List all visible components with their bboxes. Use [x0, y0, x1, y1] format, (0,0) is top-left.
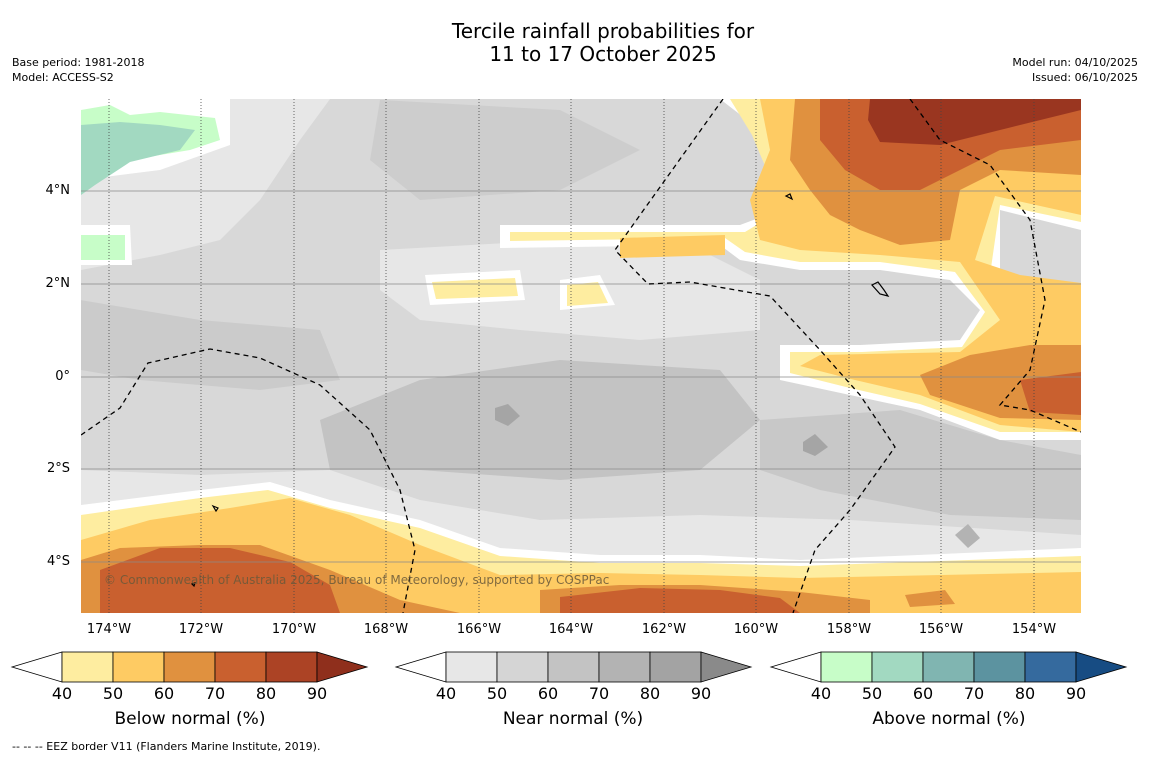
colorbar-title-near-normal: Near normal (%) [502, 709, 644, 729]
colorbar-swatch-gt90 [1075, 651, 1128, 683]
y-tick-label: 4°S [46, 554, 70, 569]
near-normal-80-patch [803, 434, 828, 456]
colorbar-swatch-60-70 [922, 651, 975, 683]
above-normal-50-60 [81, 122, 195, 195]
x-tick-label: 174°W [86, 622, 132, 637]
near-normal-70-patch [955, 524, 980, 548]
title-line-1: Tercile rainfall probabilities for [451, 19, 755, 43]
colorbar-tick-label: 40 [435, 684, 457, 703]
model-run: Model run: 04/10/2025 [1012, 56, 1138, 69]
colorbar-tick-label: 40 [810, 684, 832, 703]
colorbar-above-normal [769, 651, 1128, 683]
colorbar-near-normal [394, 651, 753, 683]
below-normal-70-80 [560, 588, 800, 613]
near-normal-60-region [81, 300, 340, 390]
below-normal-60-70 [905, 590, 955, 607]
near-normal-60-region [370, 100, 640, 200]
map-title: Tercile rainfall probabilities for 11 to… [350, 20, 856, 66]
x-tick-label: 170°W [271, 622, 317, 637]
issued-date: Issued: 06/10/2025 [1031, 71, 1138, 84]
near-normal-60-region [760, 410, 1081, 520]
colorbar-title-below-normal: Below normal (%) [114, 709, 266, 729]
colorbar-swatch-50-60 [871, 651, 924, 683]
colorbar-swatch-40-50 [445, 651, 498, 683]
y-tick-label: 4°N [45, 183, 71, 198]
colorbar-tick-label: 80 [255, 684, 277, 703]
colorbar-swatch-80-90 [265, 651, 318, 683]
meta-left: Base period: 1981-2018 Model: ACCESS-S2 [12, 55, 144, 85]
above-normal-40-50 [81, 235, 125, 260]
colorbar-tick-label: 50 [486, 684, 508, 703]
x-tick-label: 164°W [548, 622, 594, 637]
colorbar-swatch-gt90 [700, 651, 753, 683]
colorbar-swatch-60-70 [163, 651, 216, 683]
near-normal-80-patch [495, 404, 520, 426]
colorbar-swatch-lt40 [394, 651, 447, 683]
below-normal-80-90 [868, 99, 1081, 145]
title-line-2: 11 to 17 October 2025 [489, 42, 717, 66]
below-normal-70-80 [100, 548, 340, 613]
colorbar-tick-label: 70 [963, 684, 985, 703]
below-normal-40-50 [432, 278, 518, 299]
latitude-gridlines [81, 190, 1081, 563]
colorbar-below-normal [10, 651, 369, 683]
island-outlines [190, 193, 890, 588]
colorbar-swatch-70-80 [214, 651, 267, 683]
colorbar-tick-label: 50 [102, 684, 124, 703]
below-normal-70-80 [1020, 372, 1081, 415]
below-normal-50-60 [620, 235, 725, 258]
colorbar-swatch-40-50 [820, 651, 873, 683]
map-field [81, 99, 1081, 613]
colorbar-swatch-80-90 [649, 651, 702, 683]
near-normal-60-region [320, 360, 760, 480]
colorbar-tick-label: 70 [588, 684, 610, 703]
colorbar-swatch-lt40 [10, 651, 63, 683]
y-tick-label: 2°N [45, 276, 71, 291]
x-tick-label: 160°W [733, 622, 779, 637]
colorbar-tick-label: 80 [1014, 684, 1036, 703]
colorbar-tick-label: 60 [537, 684, 559, 703]
colorbar-tick-label: 90 [690, 684, 712, 703]
x-tick-label: 172°W [178, 622, 224, 637]
colorbar-swatch-gt90 [316, 651, 369, 683]
colorbar-tick-label: 40 [51, 684, 73, 703]
colorbar-tick-label: 60 [153, 684, 175, 703]
below-normal-40-50 [567, 282, 608, 306]
colorbar-swatch-40-50 [61, 651, 114, 683]
colorbar-tick-label: 90 [306, 684, 328, 703]
colorbar-swatch-50-60 [112, 651, 165, 683]
copyright-notice: © Commonwealth of Australia 2025, Bureau… [104, 573, 610, 587]
x-tick-label: 168°W [363, 622, 409, 637]
model-name: Model: ACCESS-S2 [12, 71, 114, 84]
colorbar-tick-label: 90 [1065, 684, 1087, 703]
colorbar-tick-label: 70 [204, 684, 226, 703]
colorbar-swatch-70-80 [598, 651, 651, 683]
eez-border [81, 99, 1081, 613]
x-tick-label: 154°W [1011, 622, 1057, 637]
y-tick-label: 0° [55, 369, 70, 384]
colorbar-swatch-60-70 [547, 651, 600, 683]
colorbar-swatch-80-90 [1024, 651, 1077, 683]
colorbar-title-above-normal: Above normal (%) [872, 709, 1026, 729]
base-period: Base period: 1981-2018 [12, 56, 145, 69]
colorbar-swatch-lt40 [769, 651, 822, 683]
colorbar-tick-label: 80 [639, 684, 661, 703]
x-tick-label: 156°W [918, 622, 964, 637]
colorbar-tick-label: 60 [912, 684, 934, 703]
meta-right: Model run: 04/10/2025 Issued: 06/10/2025 [1012, 55, 1138, 85]
eez-legend-note: -- -- -- EEZ border V11 (Flanders Marine… [12, 740, 321, 753]
colorbar-swatch-50-60 [496, 651, 549, 683]
x-tick-label: 166°W [456, 622, 502, 637]
y-tick-label: 2°S [46, 461, 70, 476]
x-tick-label: 162°W [641, 622, 687, 637]
colorbar-swatch-70-80 [973, 651, 1026, 683]
x-tick-label: 158°W [826, 622, 872, 637]
colorbar-tick-label: 50 [861, 684, 883, 703]
